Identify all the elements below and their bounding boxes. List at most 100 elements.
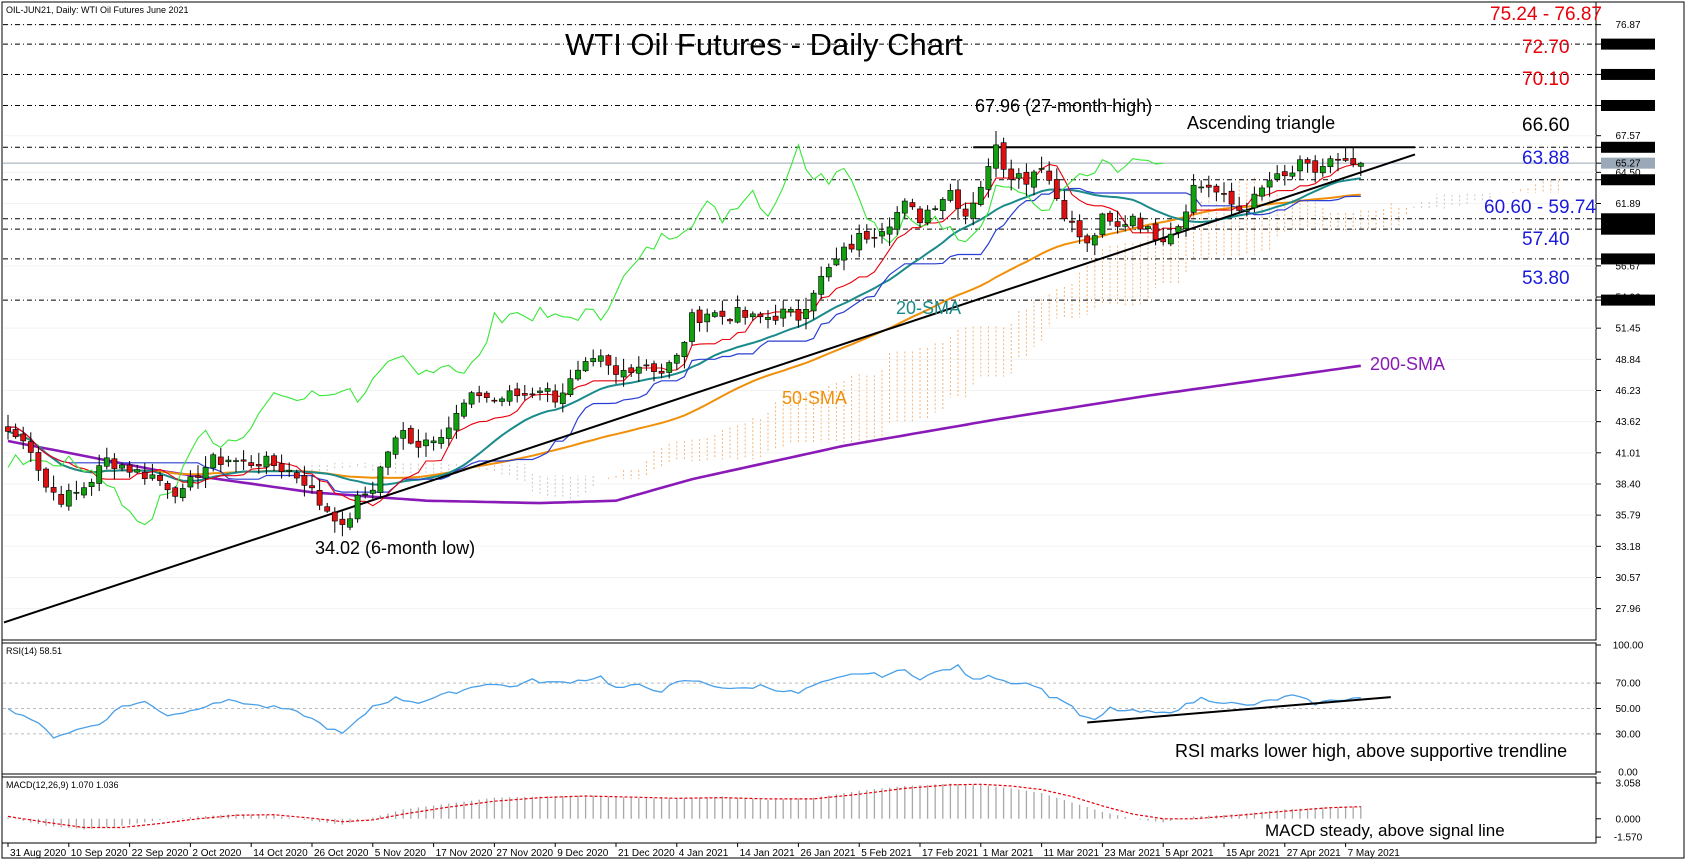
price-axis-label: 59.74 (1615, 225, 1640, 236)
candle (195, 465, 201, 489)
candle (103, 447, 110, 470)
candle-body (1274, 173, 1281, 180)
candle (187, 470, 194, 491)
candle-body (347, 518, 353, 528)
candle (894, 206, 901, 236)
candle (841, 242, 847, 271)
candle-body (339, 518, 346, 525)
sma200-line (7, 364, 1361, 505)
candle-body (803, 309, 809, 319)
candle (863, 224, 870, 244)
candle-body (894, 212, 901, 230)
candle (658, 363, 665, 379)
candle (248, 455, 255, 469)
candle-body (643, 364, 650, 367)
candle-body (5, 426, 11, 432)
rsi-line (7, 663, 1361, 739)
candle (1236, 196, 1243, 212)
candle-body (1091, 235, 1098, 246)
candle (1281, 164, 1288, 186)
candle-body (43, 468, 49, 488)
candle (286, 462, 293, 477)
candle (787, 306, 794, 317)
candle-body (293, 472, 300, 479)
candle (73, 480, 80, 501)
candle-body (73, 491, 80, 494)
candle-body (909, 202, 916, 208)
candle-body (202, 467, 209, 479)
candle-body (1084, 235, 1091, 244)
level-label-75-76: 75.24 - 76.87 (1490, 4, 1602, 25)
candle-body (1205, 184, 1212, 188)
candle-body (225, 459, 232, 463)
label-20-sma: 20-SMA (896, 298, 961, 318)
macd-annotation: MACD steady, above signal line (1265, 821, 1505, 840)
candle (711, 309, 718, 318)
candle-body (1357, 162, 1364, 167)
candle-body (195, 475, 201, 478)
candle-body (1061, 200, 1068, 220)
price-axis-label-box (1601, 38, 1655, 50)
candle (202, 456, 209, 488)
candle (96, 454, 103, 492)
candle-body (65, 490, 72, 507)
candle-body (711, 312, 718, 317)
candle-body (841, 246, 847, 261)
candle-body (141, 471, 148, 480)
candle-body (369, 489, 376, 494)
price-axis-label: 60.61 (1615, 214, 1640, 225)
candle (88, 478, 95, 496)
candle-body (1198, 186, 1205, 189)
candle-body (727, 319, 733, 322)
candle (506, 385, 513, 406)
candle (1160, 228, 1167, 246)
price-panel (1, 1, 1597, 641)
candle-body (1152, 223, 1159, 241)
candle (233, 457, 239, 473)
candle-body (1183, 211, 1189, 230)
candle (164, 480, 171, 499)
candle (1319, 158, 1326, 177)
candle-body (476, 392, 483, 397)
candle-body (12, 429, 19, 438)
candle-body (286, 469, 293, 472)
label-200-sma: 200-SMA (1370, 354, 1445, 374)
candle (172, 486, 179, 504)
candle (445, 416, 452, 447)
candle (886, 217, 893, 247)
candle (582, 357, 589, 372)
x-axis-label: 11 Mar 2021 (1044, 848, 1100, 859)
candle (423, 432, 429, 457)
candle (483, 390, 490, 403)
candle-body (658, 370, 665, 374)
candle-body (825, 267, 832, 278)
candle-body (499, 398, 505, 402)
candle (970, 192, 977, 226)
candle-body (172, 487, 179, 497)
rsi-label: RSI(14) 58.51 (6, 646, 62, 656)
candle (871, 228, 878, 248)
price-axis-label-box (1601, 174, 1655, 186)
candle (833, 247, 840, 267)
candle-body (1342, 158, 1349, 161)
candle-body (879, 231, 885, 237)
candle (955, 179, 961, 220)
annotation-6-month-low: 34.02 (6-month low) (315, 538, 475, 558)
candle (1198, 180, 1205, 193)
candle (1205, 175, 1212, 197)
candle-body (613, 365, 619, 375)
candle (818, 266, 825, 300)
candle (514, 382, 521, 403)
candle-body (537, 390, 543, 393)
candle (529, 387, 536, 399)
candle-body (544, 388, 551, 392)
price-axis-label: 57.25 (1615, 254, 1640, 265)
candle-body (552, 390, 559, 403)
candle (613, 356, 619, 384)
price-axis-label: 27.96 (1615, 604, 1640, 615)
candle-body (324, 506, 331, 512)
candle (620, 358, 627, 387)
x-axis-label: 1 Mar 2021 (983, 848, 1034, 859)
candle-body (316, 489, 323, 506)
